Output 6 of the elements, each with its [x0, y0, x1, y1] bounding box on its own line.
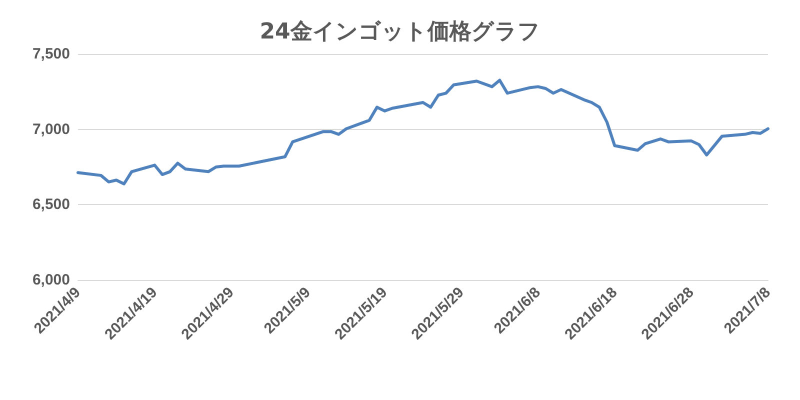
y-tick-label: 6,000: [32, 272, 70, 288]
y-tick-label: 7,500: [32, 46, 70, 62]
y-tick-label: 6,500: [32, 196, 70, 214]
chart-title: 24金インゴット価格グラフ: [260, 20, 540, 44]
line-series: [76, 78, 770, 186]
y-tick-label: 7,000: [32, 120, 70, 138]
